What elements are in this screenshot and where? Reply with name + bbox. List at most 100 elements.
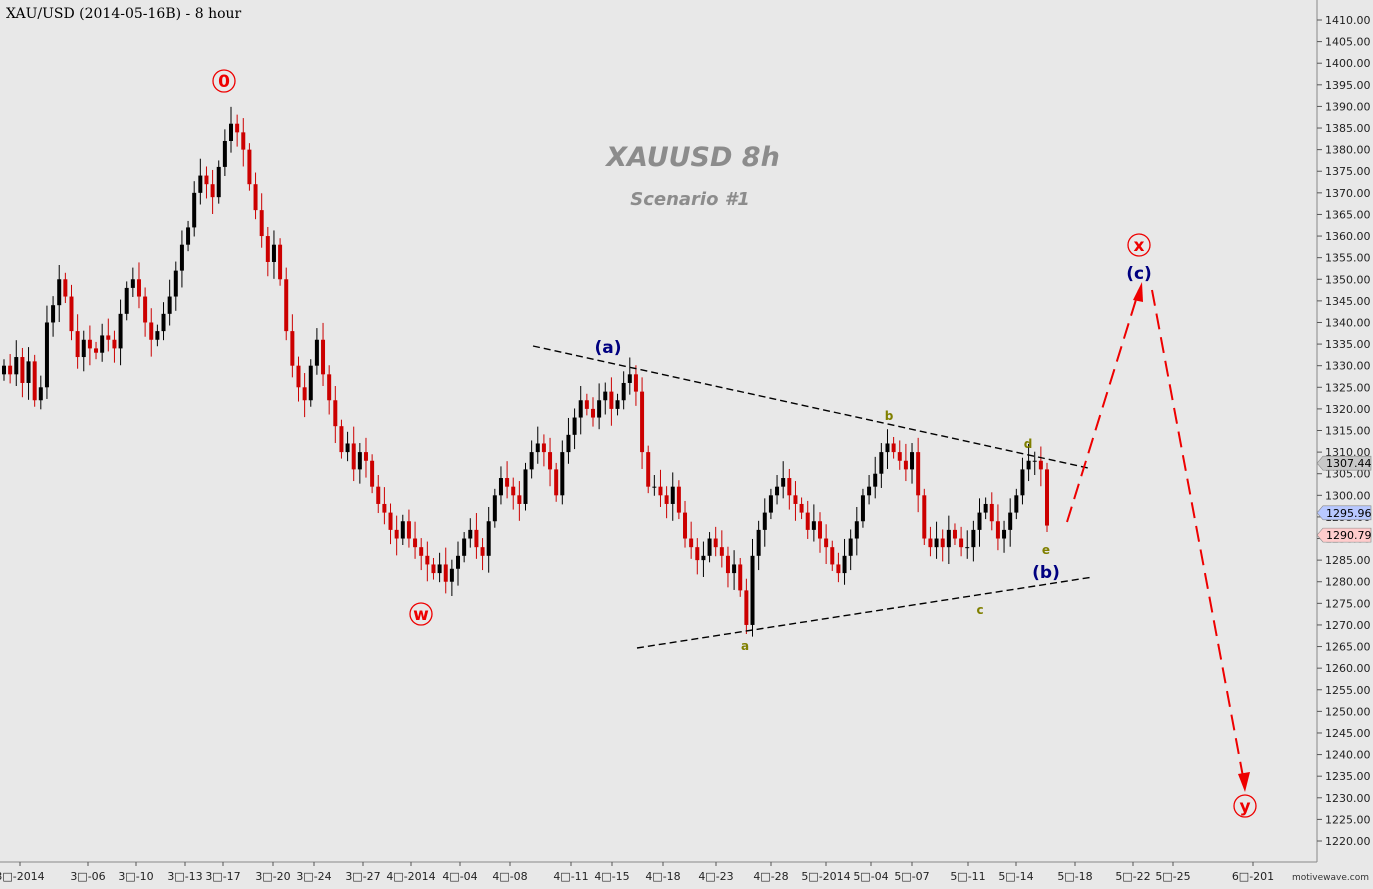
price-flag-label: 1307.44 xyxy=(1326,457,1372,470)
candle-body xyxy=(106,335,111,340)
candle-body xyxy=(486,521,491,556)
x-tick-label: 3□-06 xyxy=(70,870,105,883)
y-tick-label: 1330.00 xyxy=(1325,360,1371,373)
upper-trendline xyxy=(532,345,1089,469)
y-tick-label: 1240.00 xyxy=(1325,749,1371,762)
candle-body xyxy=(100,335,105,353)
x-tick-label: 5□-14 xyxy=(998,870,1033,883)
candle-body xyxy=(1014,495,1019,513)
candle-body xyxy=(321,339,326,375)
candle-body xyxy=(891,443,896,453)
candle-body xyxy=(756,529,761,556)
candle-body xyxy=(719,547,724,556)
x-tick-label: 6□-201 xyxy=(1232,870,1274,883)
candle-body xyxy=(860,495,865,522)
candle-body xyxy=(204,175,209,185)
candle-body xyxy=(965,547,970,549)
candle-body xyxy=(130,279,135,288)
x-tick-label: 3□-27 xyxy=(345,870,380,883)
wave-y-label-circle xyxy=(1233,794,1257,818)
x-tick-label: 3□-20 xyxy=(255,870,290,883)
candle-body xyxy=(946,529,951,548)
x-tick-label: 5□-25 xyxy=(1155,870,1190,883)
wave-0-label-circle xyxy=(212,69,236,93)
wave-0-label: 0 xyxy=(218,72,230,92)
y-tick-label: 1305.00 xyxy=(1325,468,1371,481)
candle-body xyxy=(413,538,418,548)
candle-body xyxy=(468,529,473,539)
price-flag xyxy=(1316,455,1372,471)
candle-body xyxy=(836,564,841,574)
price-flag-label: 1290.79 xyxy=(1326,529,1372,542)
y-tick-label: 1265.00 xyxy=(1325,641,1371,654)
candle-body xyxy=(903,460,908,470)
candle-body xyxy=(63,279,68,297)
candle-body xyxy=(652,486,657,488)
sub-wave-d: d xyxy=(1024,437,1033,451)
y-tick-label: 1390.00 xyxy=(1325,100,1371,113)
candle-body xyxy=(787,478,792,496)
candle-body xyxy=(382,503,387,513)
x-tick-label: 3□-2014 xyxy=(0,870,45,883)
sub-wave-e: e xyxy=(1042,543,1050,557)
candle-body xyxy=(449,568,454,582)
candle-body xyxy=(578,400,583,418)
candle-body xyxy=(278,244,283,280)
x-tick-label: 3□-17 xyxy=(205,870,240,883)
candle-body xyxy=(474,529,479,548)
projection-arrowhead-down xyxy=(1238,772,1250,792)
candle-body xyxy=(505,478,510,487)
y-tick-label: 1325.00 xyxy=(1325,381,1371,394)
price-flag xyxy=(1316,505,1372,521)
candle-body xyxy=(363,452,368,461)
candle-body xyxy=(1020,469,1025,496)
y-tick-label: 1345.00 xyxy=(1325,295,1371,308)
candle-body xyxy=(26,361,31,383)
candle-body xyxy=(695,547,700,561)
y-tick-label: 1350.00 xyxy=(1325,273,1371,286)
y-tick-label: 1270.00 xyxy=(1325,619,1371,632)
y-tick-label: 1355.00 xyxy=(1325,252,1371,265)
candle-body xyxy=(75,331,80,358)
candle-body xyxy=(235,123,240,133)
y-tick-label: 1360.00 xyxy=(1325,230,1371,243)
candle-body xyxy=(824,538,829,548)
y-tick-label: 1315.00 xyxy=(1325,425,1371,438)
x-tick-label: 4□-2014 xyxy=(386,870,435,883)
chart-subtitle: Scenario #1 xyxy=(630,189,750,210)
candle-body xyxy=(253,184,258,211)
candle-body xyxy=(265,236,270,262)
candle-body xyxy=(388,512,393,530)
candle-body xyxy=(339,426,344,453)
x-tick-label: 4□-18 xyxy=(645,870,680,883)
candle-body xyxy=(830,547,835,565)
candle-body xyxy=(744,590,749,625)
candle-body xyxy=(848,538,853,556)
y-tick-label: 1370.00 xyxy=(1325,187,1371,200)
candle-body xyxy=(1008,512,1013,530)
candle-body xyxy=(1045,469,1049,526)
candle-body xyxy=(952,529,957,539)
candle-body xyxy=(443,564,448,582)
candle-body xyxy=(149,322,154,340)
candle-body xyxy=(57,279,62,306)
x-tick-label: 3□-10 xyxy=(118,870,153,883)
candle-body xyxy=(1002,529,1007,539)
candle-body xyxy=(351,443,356,470)
wave-x-label: x xyxy=(1134,236,1145,256)
candle-body xyxy=(768,495,773,513)
candle-body xyxy=(701,555,706,561)
wave-b-label: (b) xyxy=(1032,563,1060,583)
wave-c-label: (c) xyxy=(1126,264,1152,284)
candle-body xyxy=(959,538,964,548)
y-tick-label: 1395.00 xyxy=(1325,79,1371,92)
candle-body xyxy=(867,486,872,496)
candle-body xyxy=(664,495,669,504)
y-tick-label: 1285.00 xyxy=(1325,554,1371,567)
candle-body xyxy=(247,149,252,185)
candle-body xyxy=(621,382,626,401)
wave-a-label: (a) xyxy=(594,338,621,358)
x-tick-label: 4□-28 xyxy=(753,870,788,883)
candle-body xyxy=(879,452,884,474)
candle-body xyxy=(805,512,810,530)
